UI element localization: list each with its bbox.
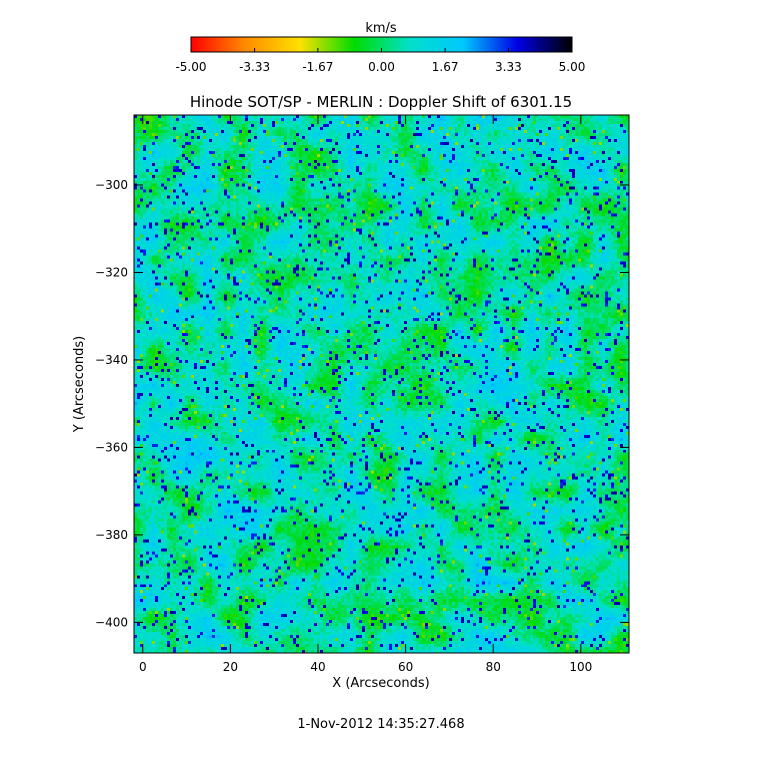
colorbar-tick-label: 5.00 <box>559 60 586 74</box>
x-tick-label: 40 <box>310 660 325 674</box>
colorbar-label: km/s <box>365 21 397 36</box>
x-tick-label: 60 <box>398 660 413 674</box>
plot-frame <box>133 114 630 654</box>
colorbar-tick-label: 0.00 <box>368 60 395 74</box>
x-axis-label: X (Arcseconds) <box>332 676 429 691</box>
x-axis-ticks: 0 20 40 60 80 100 <box>139 115 592 674</box>
y-tick-label: −320 <box>95 265 128 279</box>
x-tick-label: 80 <box>486 660 501 674</box>
doppler-heatmap <box>134 115 629 653</box>
y-axis-ticks: −300 −320 −340 −360 −380 −400 <box>95 178 629 629</box>
y-tick-label: −360 <box>95 440 128 454</box>
y-tick-label: −380 <box>95 528 128 542</box>
colorbar-tick-label: 1.67 <box>432 60 459 74</box>
colorbar-tick-label: 3.33 <box>495 60 522 74</box>
y-tick-label: −340 <box>95 353 128 367</box>
colorbar-tick-label: -3.33 <box>239 60 270 74</box>
y-tick-label: −400 <box>95 615 128 629</box>
chart-title: Hinode SOT/SP - MERLIN : Doppler Shift o… <box>190 93 572 111</box>
x-tick-label: 0 <box>139 660 147 674</box>
colorbar: km/s -5.00 -3.33 -1.67 0.00 1.67 3.33 5.00 <box>175 21 585 74</box>
y-axis-label: Y (Arcseconds) <box>72 336 87 433</box>
x-tick-label: 20 <box>223 660 238 674</box>
x-tick-label: 100 <box>569 660 592 674</box>
y-tick-label: −300 <box>95 178 128 192</box>
colorbar-tick-label: -5.00 <box>175 60 206 74</box>
plot-area: 0 20 40 60 80 100 −300 −320 −340 −360 −380 −400 <box>95 114 630 674</box>
timestamp: 1-Nov-2012 14:35:27.468 <box>297 717 464 732</box>
colorbar-tick-label: -1.67 <box>302 60 333 74</box>
colorbar-ticks: -5.00 -3.33 -1.67 0.00 1.67 3.33 5.00 <box>175 48 585 74</box>
